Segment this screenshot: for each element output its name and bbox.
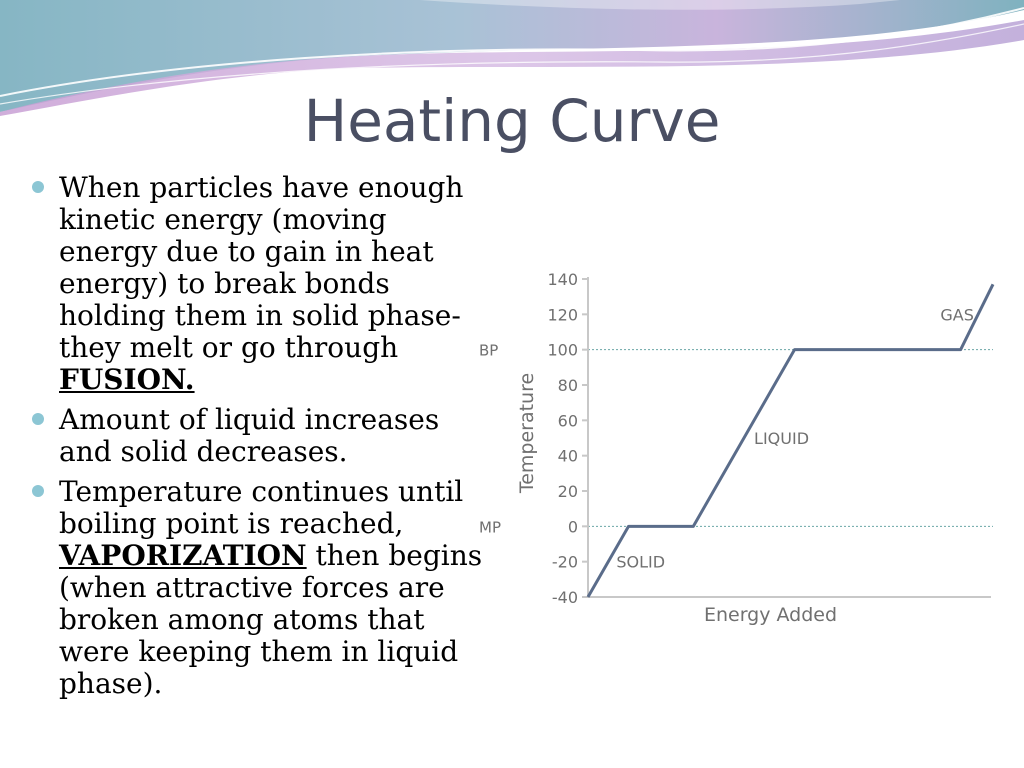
heating-curve-line	[586, 283, 995, 598]
header-wave-decoration	[0, 0, 1024, 116]
bullet-emphasis: VAPORIZATION	[59, 539, 307, 572]
bullet-item: Temperature continues until boiling poin…	[30, 476, 485, 700]
bullet-dot-icon	[32, 413, 44, 425]
phase-label: SOLID	[616, 553, 665, 572]
slide-title: Heating Curve	[303, 87, 721, 155]
bullet-item: When particles have enough kinetic energ…	[30, 172, 485, 396]
y-tick-label: 0	[568, 517, 578, 536]
y-tick-label: 40	[558, 447, 578, 466]
y-axis-label: Temperature	[516, 373, 538, 494]
heating-curve-chart: BP MP -40 -20 0 20 40 60 80 100 120 140 Energy Added…	[478, 270, 1000, 630]
y-tick-label: 100	[547, 341, 578, 360]
bullet-dot-icon	[32, 181, 44, 193]
y-tick-label: 120	[547, 305, 578, 324]
bullet-dot-icon	[32, 485, 44, 497]
y-tick-label: 140	[547, 270, 578, 289]
y-tick-label: 60	[558, 411, 578, 430]
bullet-text: Amount of liquid increases and solid dec…	[59, 403, 440, 468]
y-tick-label: 80	[558, 376, 578, 395]
bullet-text: When particles have enough kinetic energ…	[59, 171, 464, 364]
bullet-text: Temperature continues until boiling poin…	[59, 475, 464, 540]
reference-label: BP	[479, 342, 498, 360]
phase-label: GAS	[940, 305, 974, 324]
phase-label: LIQUID	[754, 429, 809, 448]
x-axis-label: Energy Added	[704, 604, 837, 626]
y-tick-label: 20	[558, 482, 578, 501]
bullet-emphasis: FUSION.	[59, 363, 195, 396]
bullet-item: Amount of liquid increases and solid dec…	[30, 404, 485, 468]
reference-label: MP	[479, 518, 501, 536]
bullet-text-after: then begins (when attractive forces are …	[59, 539, 483, 700]
chart-svg: BP MP -40 -20 0 20 40 60 80 100 120 140 Energy Added…	[479, 270, 995, 626]
y-tick-label: -20	[552, 553, 578, 572]
y-tick-label: -40	[552, 588, 578, 607]
bullet-list: When particles have enough kinetic energ…	[30, 172, 485, 708]
